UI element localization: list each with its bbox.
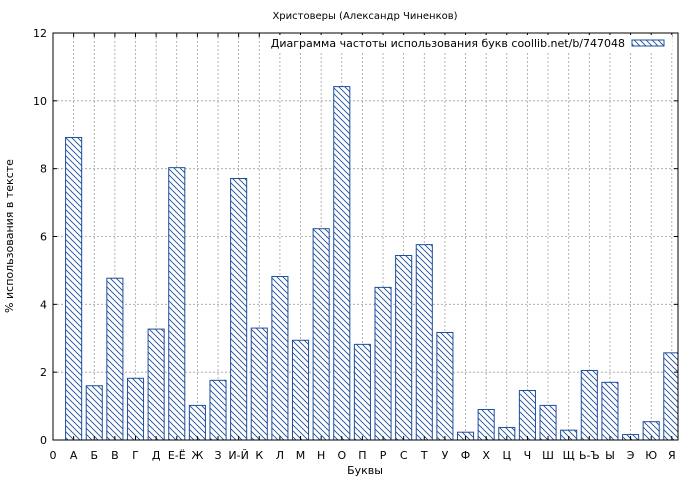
y-tick-label: 4: [40, 298, 47, 311]
legend-swatch: [631, 39, 665, 47]
x-tick-label: К: [255, 449, 263, 462]
bar: [374, 286, 392, 441]
x-tick-label: Т: [420, 449, 428, 462]
x-tick-label: Ь-Ъ: [579, 449, 600, 462]
bar: [353, 343, 371, 441]
x-tick-label: Ш: [542, 449, 554, 462]
x-tick-label: В: [111, 449, 119, 462]
legend: Диаграмма частоты использования букв coo…: [271, 35, 672, 51]
x-tick-label: Ы: [605, 449, 615, 462]
bar: [168, 167, 186, 441]
x-tick-label: Л: [276, 449, 284, 462]
y-tick-label: 8: [40, 163, 47, 176]
y-tick-label: 12: [33, 27, 47, 40]
bar: [271, 276, 289, 441]
bar: [209, 379, 227, 441]
bars: [65, 86, 679, 441]
x-tick-label: Э: [627, 449, 635, 462]
x-tick-label: Б: [90, 449, 98, 462]
bar: [188, 404, 206, 441]
x-tick-label: А: [70, 449, 78, 462]
y-axis-label: % использования в тексте: [3, 159, 16, 313]
bar: [126, 377, 145, 441]
x-tick-label: И-Й: [228, 449, 248, 462]
bar: [663, 352, 679, 441]
x-tick-label: Х: [482, 449, 490, 462]
y-tick-label: 6: [40, 231, 47, 244]
x-tick-label: Н: [317, 449, 325, 462]
y-tick-label: 2: [40, 366, 47, 379]
x-tick-label: О: [337, 449, 346, 462]
bar: [106, 277, 124, 441]
x-tick-label: Я: [668, 449, 676, 462]
x-tick-label: Щ: [563, 449, 575, 462]
x-tick-label: П: [358, 449, 366, 462]
bar: [230, 178, 248, 441]
bar: [250, 327, 268, 441]
x-tick-label: Д: [152, 449, 161, 462]
legend-label: Диаграмма частоты использования букв coo…: [271, 37, 625, 50]
x-tick-label: С: [400, 449, 408, 462]
x-tick-label: М: [296, 449, 306, 462]
bar: [580, 369, 598, 441]
bar: [436, 331, 454, 441]
bar: [312, 228, 330, 441]
x-axis-label: Буквы: [347, 464, 383, 477]
y-tick-label: 0: [40, 434, 47, 447]
x-tick-label: Ф: [461, 449, 470, 462]
x-tick-label: Е-Ё: [168, 449, 186, 462]
bar: [65, 136, 83, 441]
x-tick-label: Ч: [524, 449, 532, 462]
bar: [395, 254, 413, 441]
bar: [415, 244, 433, 441]
y-tick-label: 10: [33, 95, 47, 108]
bar: [601, 381, 619, 441]
x-tick-label: Ц: [503, 449, 512, 462]
x-tick-label-origin: 0: [50, 449, 57, 462]
bar: [291, 339, 310, 441]
bar: [333, 86, 351, 441]
bar: [85, 385, 103, 441]
legend-background: [276, 35, 672, 51]
x-tick-label: Г: [132, 449, 139, 462]
chart-title: Христоверы (Александр Чиненков): [272, 11, 457, 22]
x-tick-label: Ж: [191, 449, 203, 462]
bar: [518, 389, 536, 441]
x-tick-label: З: [214, 449, 221, 462]
x-tick-label: Ю: [645, 449, 657, 462]
bar: [477, 408, 495, 441]
bar: [539, 404, 557, 441]
x-tick-label: Р: [380, 449, 387, 462]
bar: [147, 328, 165, 441]
x-tick-label: У: [442, 449, 449, 462]
